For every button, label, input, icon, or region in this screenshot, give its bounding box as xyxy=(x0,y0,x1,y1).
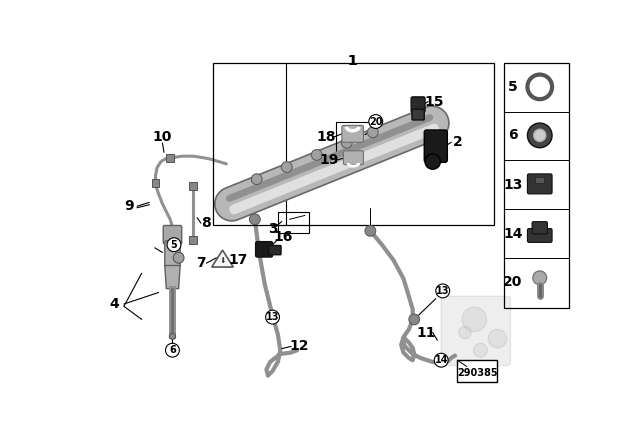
Circle shape xyxy=(367,127,378,138)
Bar xyxy=(212,63,493,225)
Circle shape xyxy=(282,162,292,172)
FancyBboxPatch shape xyxy=(441,296,511,366)
Text: 18: 18 xyxy=(317,130,336,144)
FancyBboxPatch shape xyxy=(424,130,447,162)
Polygon shape xyxy=(215,106,449,221)
Text: 5: 5 xyxy=(508,80,518,94)
Text: 290385: 290385 xyxy=(457,368,498,378)
Circle shape xyxy=(459,326,471,339)
Text: 12: 12 xyxy=(289,340,308,353)
Text: 13: 13 xyxy=(436,286,449,296)
Text: 17: 17 xyxy=(228,253,248,267)
Circle shape xyxy=(527,123,552,148)
Text: 11: 11 xyxy=(417,326,436,340)
Text: 10: 10 xyxy=(153,130,172,144)
Circle shape xyxy=(436,284,450,298)
Circle shape xyxy=(173,252,184,263)
Text: 4: 4 xyxy=(109,297,119,311)
Text: 5: 5 xyxy=(171,240,177,250)
FancyBboxPatch shape xyxy=(527,228,552,242)
Circle shape xyxy=(425,154,440,169)
Circle shape xyxy=(341,138,352,148)
FancyBboxPatch shape xyxy=(269,246,281,255)
Circle shape xyxy=(409,314,420,325)
FancyBboxPatch shape xyxy=(527,174,552,194)
Circle shape xyxy=(252,174,262,185)
Bar xyxy=(152,179,159,187)
Text: 13: 13 xyxy=(503,178,522,192)
Bar xyxy=(189,236,197,244)
Circle shape xyxy=(462,307,486,332)
Circle shape xyxy=(365,225,376,236)
Circle shape xyxy=(266,310,280,324)
Text: 7: 7 xyxy=(196,256,206,270)
Circle shape xyxy=(532,79,547,95)
Text: 1: 1 xyxy=(348,54,358,68)
Circle shape xyxy=(312,150,322,160)
FancyBboxPatch shape xyxy=(164,241,180,267)
Text: 15: 15 xyxy=(424,95,444,108)
Circle shape xyxy=(250,214,260,225)
Circle shape xyxy=(533,271,547,285)
FancyBboxPatch shape xyxy=(412,109,424,120)
Bar xyxy=(166,154,174,162)
Text: 9: 9 xyxy=(125,199,134,213)
Text: 14: 14 xyxy=(435,355,448,365)
FancyBboxPatch shape xyxy=(532,222,547,234)
Polygon shape xyxy=(212,250,234,267)
Circle shape xyxy=(435,353,448,367)
FancyBboxPatch shape xyxy=(255,241,273,257)
Text: 13: 13 xyxy=(266,312,279,322)
Bar xyxy=(504,63,569,308)
Text: ⬇: ⬇ xyxy=(220,257,226,266)
FancyBboxPatch shape xyxy=(344,151,364,165)
FancyBboxPatch shape xyxy=(411,97,425,112)
Bar xyxy=(535,177,545,183)
Text: 20: 20 xyxy=(369,116,383,126)
Circle shape xyxy=(166,343,179,357)
Text: 14: 14 xyxy=(503,227,522,241)
Circle shape xyxy=(488,329,507,348)
Text: 2: 2 xyxy=(452,135,462,149)
Circle shape xyxy=(369,115,383,129)
Text: 8: 8 xyxy=(202,216,211,230)
Circle shape xyxy=(167,238,181,252)
Text: 16: 16 xyxy=(274,230,293,244)
Text: 19: 19 xyxy=(320,153,339,167)
FancyBboxPatch shape xyxy=(342,125,364,142)
Text: 6: 6 xyxy=(508,129,518,142)
FancyBboxPatch shape xyxy=(163,225,182,244)
Text: 20: 20 xyxy=(503,276,522,289)
Text: 3: 3 xyxy=(268,222,277,237)
Bar xyxy=(458,360,497,382)
Text: 6: 6 xyxy=(169,345,176,355)
Circle shape xyxy=(474,343,488,357)
Text: 1: 1 xyxy=(348,54,358,68)
Circle shape xyxy=(534,129,546,142)
Polygon shape xyxy=(164,266,180,289)
Circle shape xyxy=(170,333,175,340)
Bar xyxy=(278,211,308,233)
Bar xyxy=(189,182,197,190)
